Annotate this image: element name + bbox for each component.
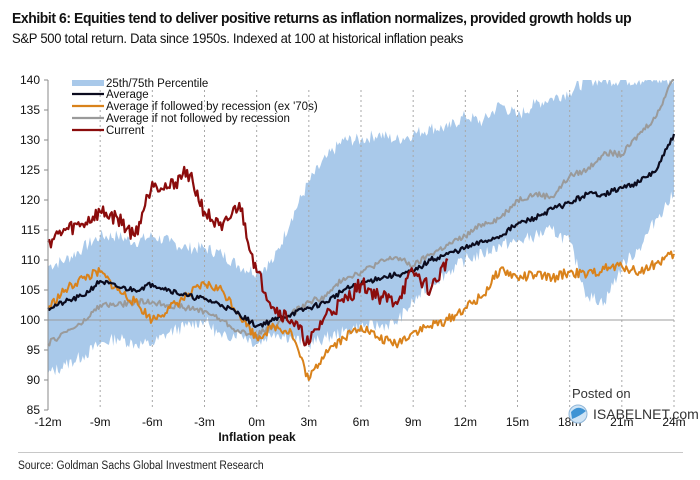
x-tick-label: -3m <box>194 415 215 429</box>
y-tick-label: 130 <box>20 133 40 147</box>
x-tick-label: 9m <box>405 415 422 429</box>
legend-label-current: Current <box>106 125 145 137</box>
series-layer <box>47 79 676 381</box>
y-tick-label: 100 <box>20 313 40 327</box>
axes: 85 90 95 100 105 110 115 120 125 130 135 140 -12m -9m… <box>20 73 686 429</box>
x-tick-label: 21m <box>610 415 633 429</box>
y-tick-label: 85 <box>27 403 41 417</box>
source-divider <box>18 452 683 453</box>
legend-swatch-band <box>72 80 104 86</box>
x-tick-label: -9m <box>90 415 111 429</box>
y-tick-label: 115 <box>21 223 40 237</box>
x-tick-label: -6m <box>142 415 163 429</box>
chart-subtitle: S&P 500 total return. Data since 1950s. … <box>12 30 464 46</box>
x-tick-label: -12m <box>34 415 61 429</box>
y-tick-label: 125 <box>20 163 40 177</box>
legend-label-recession: Average if followed by recession (ex '70… <box>106 101 318 113</box>
y-tick-label: 135 <box>20 103 40 117</box>
y-tick-label: 110 <box>21 253 40 267</box>
y-tick-label: 140 <box>20 73 40 87</box>
chart-title: Exhibit 6: Equities tend to deliver posi… <box>12 10 632 27</box>
source-note: Source: Goldman Sachs Global Investment … <box>18 460 264 472</box>
isabelnet-logo-icon <box>568 404 588 424</box>
y-tick-label: 95 <box>27 343 41 357</box>
x-tick-label: 15m <box>506 415 529 429</box>
x-tick-label: 3m <box>300 415 317 429</box>
x-tick-label: 0m <box>248 415 265 429</box>
legend: 25th/75th Percentile Average Average if … <box>72 78 318 137</box>
series-line-current <box>47 165 449 347</box>
x-tick-label: 6m <box>353 415 370 429</box>
legend-label-no-recession: Average if not followed by recession <box>106 113 290 125</box>
x-tick-label: 12m <box>454 415 477 429</box>
series-line-average-if-followed-by-recession-ex-70s <box>47 250 675 381</box>
x-tick-label: 24m <box>662 415 685 429</box>
y-tick-label: 105 <box>20 283 40 297</box>
watermark: Posted on ISABELNET.com <box>568 386 699 424</box>
y-tick-label: 90 <box>27 373 41 387</box>
watermark-line2: ISABELNET.com <box>593 406 699 422</box>
series-line-average-if-not-followed-by-recession <box>47 79 674 347</box>
y-tick-label: 120 <box>20 193 40 207</box>
watermark-line1: Posted on <box>572 386 631 401</box>
x-axis-title: Inflation peak <box>218 430 296 444</box>
legend-label-average: Average <box>106 89 149 101</box>
legend-label-band: 25th/75th Percentile <box>106 78 208 90</box>
